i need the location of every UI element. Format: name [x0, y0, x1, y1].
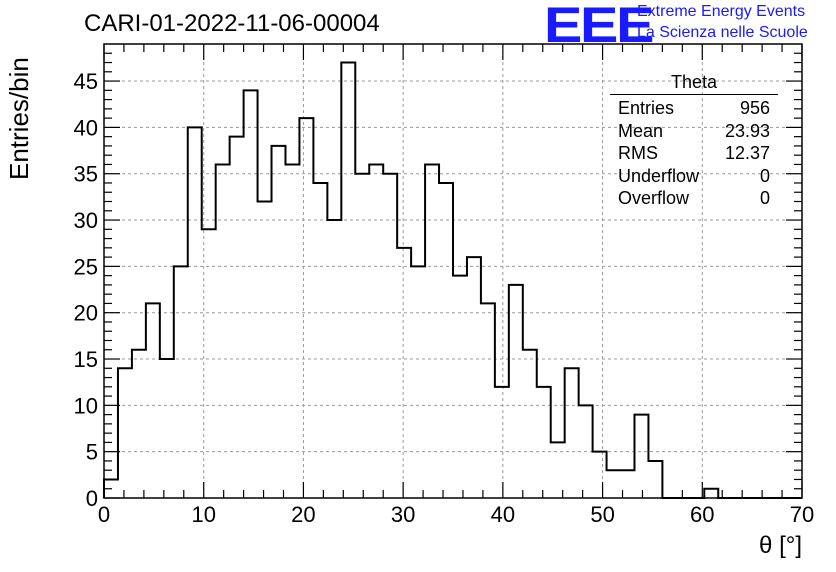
histogram-bin	[425, 164, 439, 498]
x-tick-label: 60	[690, 502, 714, 527]
histogram-bin	[523, 350, 537, 498]
histogram-bin	[565, 368, 579, 498]
stats-row-overflow: Overflow 0	[610, 187, 778, 210]
y-tick-label: 40	[74, 115, 98, 140]
stats-label: Underflow	[618, 165, 700, 186]
histogram-bin	[383, 174, 397, 498]
histogram-bin	[216, 164, 230, 498]
histogram-bin	[258, 202, 272, 498]
stats-row-entries: Entries 956	[610, 97, 778, 120]
eee-logo: EEE	[544, 0, 654, 53]
histogram-bin	[244, 90, 258, 498]
stats-label: Overflow	[618, 188, 690, 209]
y-tick-label: 20	[74, 301, 98, 326]
histogram-bin	[634, 415, 648, 498]
stats-box: Theta Entries 956 Mean 23.93 RMS 12.37 U…	[610, 72, 778, 210]
histogram-bin	[593, 452, 607, 498]
histogram-bin	[285, 164, 299, 498]
stats-label: Entries	[618, 98, 675, 118]
histogram-bin	[341, 63, 355, 498]
histogram-bin	[704, 489, 718, 498]
histogram-bin	[509, 285, 523, 498]
stats-value: 956	[739, 98, 770, 118]
x-tick-label: 0	[98, 502, 110, 527]
stats-row-underflow: Underflow 0	[610, 165, 778, 188]
stats-value: 0	[759, 165, 770, 186]
plot-frame	[103, 43, 803, 499]
histogram-bin	[369, 164, 383, 498]
histogram-bin	[467, 257, 481, 498]
histogram-bin	[648, 461, 662, 498]
histogram-bin	[146, 303, 160, 498]
histogram-bin	[299, 118, 313, 498]
stats-row-rms: RMS 12.37	[610, 142, 778, 165]
logo-line-2: La Scienza nelle Scuole	[637, 24, 808, 41]
histogram-bin	[411, 266, 425, 498]
y-tick-label: 5	[86, 440, 98, 465]
stats-label: Mean	[618, 120, 664, 141]
histogram-bin	[118, 368, 132, 498]
x-tick-label: 70	[790, 502, 814, 527]
x-tick-label: 10	[191, 502, 215, 527]
y-tick-label: 10	[74, 393, 98, 418]
y-axis-label: Entries/bin	[4, 57, 34, 180]
stats-title: Theta	[610, 72, 778, 95]
histogram-bin	[132, 350, 146, 498]
histogram-bin	[495, 387, 509, 498]
histogram-bin	[272, 146, 286, 498]
histogram-bin	[397, 248, 411, 498]
histogram-bin	[551, 442, 565, 498]
stats-value: 23.93	[724, 120, 770, 141]
logo-line-1: Extreme Energy Events	[637, 3, 806, 20]
histogram-bin	[439, 183, 453, 498]
y-tick-label: 0	[86, 486, 98, 511]
histogram-bin	[537, 387, 551, 498]
stats-value: 0	[759, 188, 770, 209]
y-tick-label: 30	[74, 208, 98, 233]
histogram-line	[103, 61, 802, 499]
x-tick-label: 40	[491, 502, 515, 527]
histogram-bin	[481, 303, 495, 498]
histogram-bin	[453, 276, 467, 498]
x-tick-label: 50	[590, 502, 614, 527]
histogram-bin	[313, 183, 327, 498]
y-tick-label: 35	[74, 162, 98, 187]
histogram-bin	[174, 266, 188, 498]
y-tick-label: 45	[74, 69, 98, 94]
histogram-bin	[230, 137, 244, 498]
run-title: CARI-01-2022-11-06-00004	[84, 10, 380, 37]
stats-row-mean: Mean 23.93	[610, 120, 778, 143]
stats-value: 12.37	[724, 143, 770, 164]
y-tick-label: 15	[74, 347, 98, 372]
histogram-bin	[160, 359, 174, 498]
histogram-bin	[607, 470, 621, 498]
x-tick-label: 20	[291, 502, 315, 527]
histogram-bin	[355, 174, 369, 498]
x-axis-label: θ [°]	[759, 532, 802, 559]
y-tick-label: 25	[74, 254, 98, 279]
x-tick-label: 30	[391, 502, 415, 527]
stats-label: RMS	[618, 143, 658, 164]
